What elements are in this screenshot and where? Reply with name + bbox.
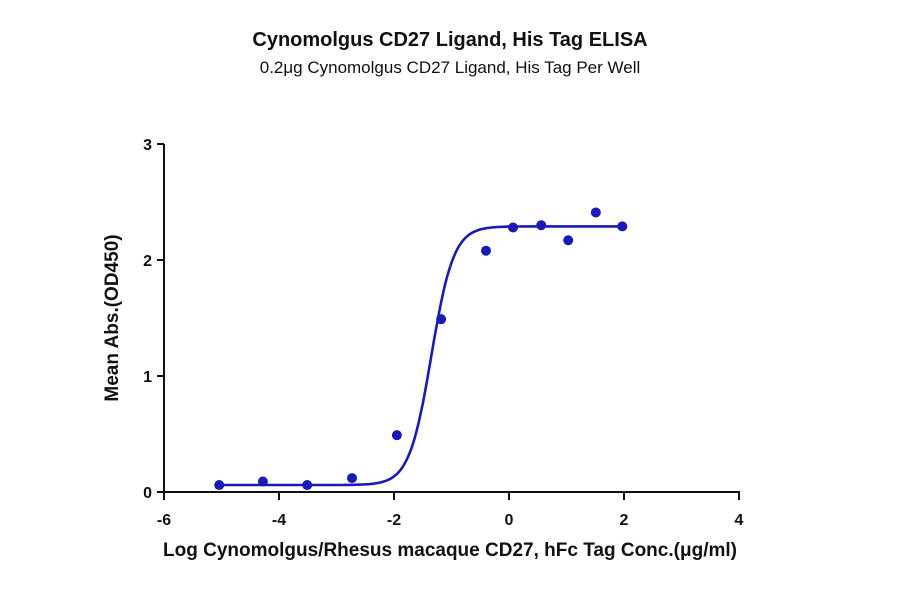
x-tick-label: 4 bbox=[735, 512, 744, 529]
x-tick-label: 0 bbox=[505, 512, 514, 529]
y-tick-label: 3 bbox=[143, 137, 152, 154]
fit-curve bbox=[219, 225, 623, 487]
y-tick-label: 2 bbox=[143, 253, 152, 270]
y-tick-label: 0 bbox=[143, 485, 152, 502]
x-tick-label: 2 bbox=[620, 512, 629, 529]
axes: 0 1 2 3 -6 -4 -2 0 2 4 bbox=[143, 137, 743, 529]
data-point bbox=[617, 221, 628, 232]
y-tick-label: 1 bbox=[143, 369, 152, 386]
data-point bbox=[302, 480, 313, 491]
x-tick-label: -6 bbox=[157, 512, 171, 529]
data-point bbox=[508, 222, 519, 233]
data-point bbox=[391, 430, 402, 441]
chart-title: Cynomolgus CD27 Ligand, His Tag ELISA bbox=[252, 29, 648, 51]
data-point bbox=[257, 476, 268, 487]
x-tick-label: -2 bbox=[387, 512, 401, 529]
data-points bbox=[214, 207, 628, 491]
data-point bbox=[347, 473, 358, 484]
data-point bbox=[536, 220, 547, 231]
x-axis-label: Log Cynomolgus/Rhesus macaque CD27, hFc … bbox=[163, 540, 737, 561]
chart-subtitle: 0.2μg Cynomolgus CD27 Ligand, His Tag Pe… bbox=[259, 58, 641, 77]
data-point bbox=[590, 207, 601, 218]
data-point bbox=[214, 480, 225, 491]
data-point bbox=[481, 245, 491, 256]
data-point bbox=[436, 314, 447, 325]
data-point bbox=[563, 235, 574, 246]
x-tick-label: -4 bbox=[272, 512, 286, 529]
